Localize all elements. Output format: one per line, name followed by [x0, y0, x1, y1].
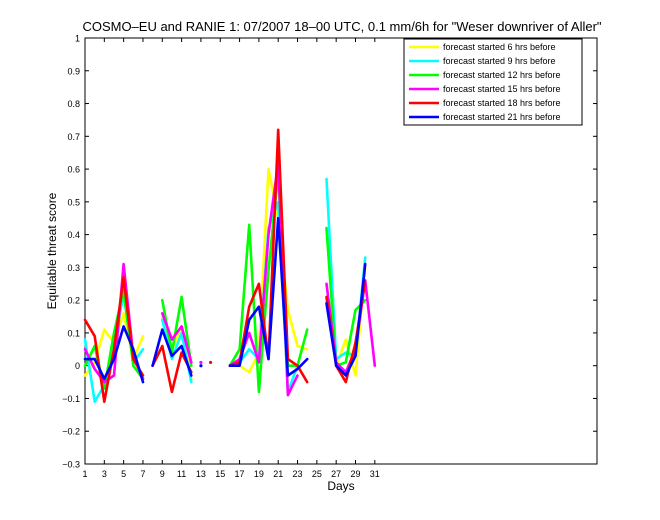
x-tick-label: 1: [82, 469, 87, 479]
y-tick-label: −0.1: [62, 394, 80, 404]
x-tick-label: 23: [293, 469, 303, 479]
y-tick-label: 0.1: [67, 328, 80, 338]
series-6: [83, 216, 367, 384]
series-layer: [83, 128, 377, 404]
series-line: [161, 311, 193, 364]
y-axis-label: Equitable threat score: [45, 192, 59, 309]
y-axis-ticks: −0.3 −0.2 −0.1 0 0.1 0.2 0.3 0.4 0.5 0.6 0.7 0.8 0.9…: [62, 34, 597, 470]
x-tick-label: 3: [102, 469, 107, 479]
series-line: [83, 288, 145, 390]
x-tick-label: 7: [140, 469, 145, 479]
series-line: [228, 171, 309, 394]
series-line: [151, 328, 193, 377]
y-tick-label: 0.5: [67, 197, 80, 207]
y-tick-label: 0.4: [67, 230, 80, 240]
y-tick-label: 0.7: [67, 132, 80, 142]
x-tick-label: 27: [331, 469, 341, 479]
series-line: [325, 262, 367, 377]
series-line: [228, 167, 309, 374]
x-axis-label: Days: [327, 479, 354, 493]
y-tick-label: 0.8: [67, 99, 80, 109]
legend-label: forecast started 18 hrs before: [443, 98, 561, 108]
y-tick-label: 0.3: [67, 263, 80, 273]
y-tick-label: 1: [75, 34, 80, 44]
x-axis-ticks: 1 3 5 7 9 11 13 15 17 19 21 23 25 27 29 31: [82, 38, 380, 479]
legend-label: forecast started 12 hrs before: [443, 70, 561, 80]
x-tick-label: 25: [312, 469, 322, 479]
legend-label: forecast started 15 hrs before: [443, 84, 561, 94]
x-tick-label: 15: [215, 469, 225, 479]
series-line: [325, 226, 367, 368]
x-tick-label: 11: [177, 469, 186, 479]
legend: forecast started 6 hrs before forecast st…: [403, 38, 583, 126]
x-tick-label: 5: [121, 469, 126, 479]
legend-box: [403, 38, 583, 126]
x-tick-label: 29: [350, 469, 360, 479]
y-tick-label: 0.6: [67, 165, 80, 175]
y-tick-label: −0.2: [62, 427, 80, 437]
series-line: [83, 275, 145, 404]
legend-label: forecast started 6 hrs before: [443, 42, 556, 52]
x-tick-label: 13: [196, 469, 206, 479]
x-tick-label: 9: [160, 469, 165, 479]
data-point-marker: [199, 364, 203, 368]
marker-layer: [199, 360, 213, 368]
y-tick-label: 0.9: [67, 66, 80, 76]
x-tick-label: 21: [273, 469, 283, 479]
series-line: [228, 216, 309, 377]
series-line: [83, 325, 145, 384]
chart-title: COSMO–EU and RANIE 1: 07/2007 18–00 UTC,…: [82, 19, 601, 34]
x-tick-label: 17: [235, 469, 245, 479]
data-point-marker: [208, 360, 213, 365]
data-point-marker: [199, 360, 203, 365]
y-tick-label: 0: [75, 361, 80, 371]
legend-label: forecast started 9 hrs before: [443, 56, 556, 66]
x-tick-label: 19: [254, 469, 264, 479]
y-tick-label: −0.3: [62, 460, 80, 470]
y-tick-label: 0.2: [67, 296, 80, 306]
x-tick-label: 31: [370, 469, 380, 479]
legend-label: forecast started 21 hrs before: [443, 112, 561, 122]
